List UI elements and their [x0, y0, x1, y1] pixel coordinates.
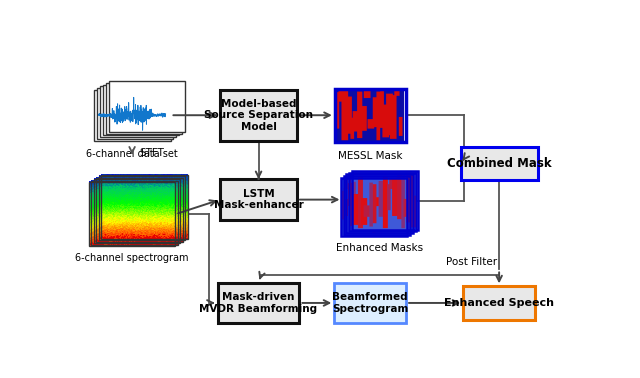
FancyBboxPatch shape: [106, 83, 182, 134]
FancyBboxPatch shape: [334, 283, 406, 323]
Text: MESSL Mask: MESSL Mask: [338, 151, 403, 161]
Text: 6-channel spectrogram: 6-channel spectrogram: [76, 254, 189, 263]
Text: Beamformed
Spectrogram: Beamformed Spectrogram: [332, 292, 408, 314]
FancyBboxPatch shape: [109, 81, 186, 132]
Text: 6-channel data set: 6-channel data set: [86, 149, 178, 160]
FancyBboxPatch shape: [93, 90, 170, 141]
FancyBboxPatch shape: [218, 283, 300, 323]
Text: Model-based
Source Separation
Model: Model-based Source Separation Model: [204, 99, 313, 132]
FancyBboxPatch shape: [220, 179, 297, 220]
FancyBboxPatch shape: [461, 147, 538, 180]
FancyBboxPatch shape: [463, 286, 535, 320]
FancyBboxPatch shape: [100, 86, 177, 137]
FancyBboxPatch shape: [97, 88, 173, 139]
Text: Post Filter: Post Filter: [445, 257, 497, 266]
Text: Mask-driven
MVDR Beamforming: Mask-driven MVDR Beamforming: [200, 292, 317, 314]
Text: Combined Mask: Combined Mask: [447, 157, 552, 170]
FancyBboxPatch shape: [220, 90, 297, 141]
Text: Enhanced Masks: Enhanced Masks: [335, 243, 422, 253]
FancyBboxPatch shape: [102, 85, 179, 135]
Text: Enhanced Speech: Enhanced Speech: [444, 298, 554, 308]
Text: LSTM
Mask-enhancer: LSTM Mask-enhancer: [214, 189, 303, 211]
Text: STFT: STFT: [140, 149, 164, 158]
